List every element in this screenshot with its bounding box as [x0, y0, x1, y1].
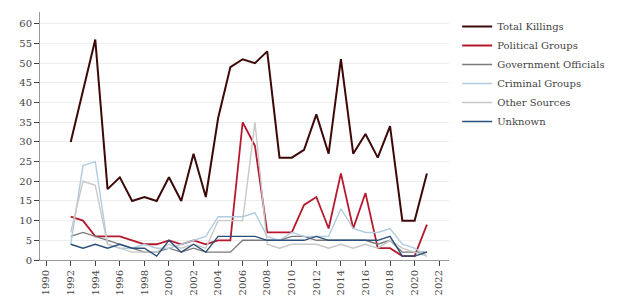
svg-text:Total Killings: Total Killings — [497, 21, 564, 32]
svg-text:Government Officials: Government Officials — [497, 59, 604, 70]
svg-text:5: 5 — [26, 235, 32, 246]
svg-text:2008: 2008 — [261, 270, 272, 295]
svg-text:2020: 2020 — [409, 270, 420, 295]
svg-text:25: 25 — [19, 156, 32, 167]
svg-text:55: 55 — [19, 38, 32, 49]
svg-text:2012: 2012 — [311, 270, 322, 295]
svg-text:2022: 2022 — [433, 270, 444, 295]
svg-text:1990: 1990 — [40, 270, 51, 295]
svg-text:2014: 2014 — [335, 270, 346, 295]
svg-text:40: 40 — [19, 97, 32, 108]
svg-text:1998: 1998 — [139, 270, 150, 295]
svg-text:2006: 2006 — [237, 270, 248, 295]
svg-text:2000: 2000 — [163, 270, 174, 295]
svg-text:1992: 1992 — [65, 270, 76, 295]
svg-text:Unknown: Unknown — [497, 116, 546, 127]
svg-text:2016: 2016 — [360, 270, 371, 295]
svg-text:2010: 2010 — [286, 270, 297, 295]
svg-text:Other Sources: Other Sources — [497, 97, 570, 108]
svg-text:60: 60 — [19, 18, 32, 29]
svg-text:2004: 2004 — [212, 270, 223, 295]
svg-text:1994: 1994 — [90, 270, 101, 295]
svg-text:Political Groups: Political Groups — [497, 40, 578, 51]
svg-text:35: 35 — [19, 117, 32, 128]
svg-text:30: 30 — [19, 136, 32, 147]
svg-text:2002: 2002 — [188, 270, 199, 295]
svg-text:Criminal Groups: Criminal Groups — [497, 78, 581, 89]
svg-text:50: 50 — [19, 58, 32, 69]
svg-text:20: 20 — [19, 176, 32, 187]
svg-text:15: 15 — [19, 195, 32, 206]
svg-text:45: 45 — [19, 77, 32, 88]
svg-text:0: 0 — [26, 255, 32, 266]
svg-text:10: 10 — [19, 215, 32, 226]
svg-text:1996: 1996 — [114, 270, 125, 295]
svg-text:2018: 2018 — [384, 270, 395, 295]
